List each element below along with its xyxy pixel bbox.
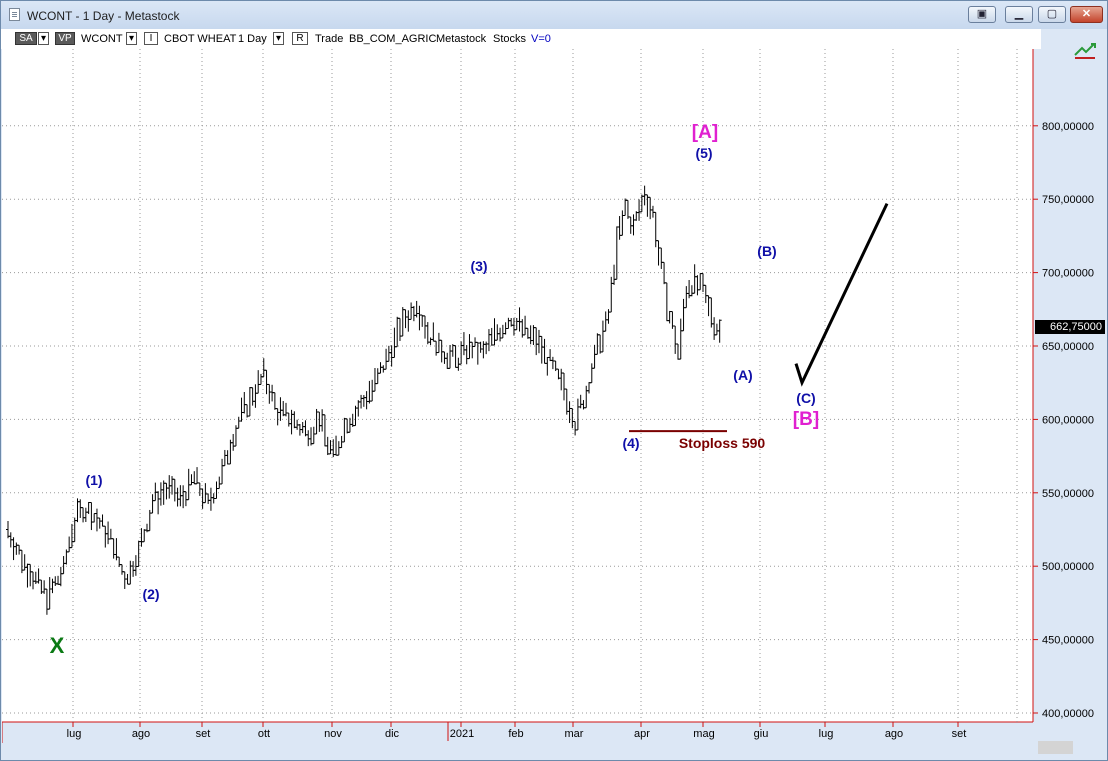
x-tick-label: nov [324, 728, 342, 740]
sa-button[interactable]: SA [15, 32, 37, 45]
security-name: CBOT WHEAT [164, 33, 237, 45]
wave-label: (5) [695, 145, 712, 161]
maximize-button[interactable]: ▢ [1038, 6, 1066, 23]
wave-label: (4) [622, 435, 639, 451]
y-tick-label: 400,00000 [1042, 708, 1094, 720]
period-dropdown[interactable]: ▾ [273, 32, 284, 45]
y-tick-label: 650,00000 [1042, 341, 1094, 353]
last-price-marker: 662,75000 [1035, 320, 1105, 334]
y-tick-label: 600,00000 [1042, 414, 1094, 426]
symbol-dropdown[interactable]: ▾ [126, 32, 137, 45]
category-label: Stocks [493, 33, 527, 45]
source-label: BB_COM_AGRIC [349, 33, 437, 45]
vp-button[interactable]: VP [55, 32, 75, 45]
wave-label: (A) [733, 367, 752, 383]
x-tick-label: mar [565, 728, 584, 740]
wave-label: (B) [757, 243, 776, 259]
x-tick-label: set [196, 728, 211, 740]
volume-label: V=0 [531, 33, 551, 45]
x-tick-label: feb [508, 728, 523, 740]
restore-icon[interactable]: ▣ [968, 6, 996, 23]
x-tick-label: ago [885, 728, 903, 740]
x-tick-label: mag [693, 728, 714, 740]
y-tick-label: 750,00000 [1042, 194, 1094, 206]
wave-label: (1) [85, 472, 102, 488]
x-tick-label: lug [67, 728, 82, 740]
price-chart[interactable]: 400,00000 450,00000 500,00000 550,00000 600,… [2, 29, 1106, 759]
x-tick-label: lug [819, 728, 834, 740]
y-tick-label: 700,00000 [1042, 268, 1094, 280]
trade-label[interactable]: Trade [315, 33, 344, 45]
symbol-label[interactable]: WCONT [81, 33, 123, 45]
horizontal-scrollbar-thumb[interactable] [1038, 741, 1073, 754]
wave-label: X [50, 633, 65, 658]
app-label: Metastock [436, 33, 487, 45]
ohlc-bar [717, 319, 722, 343]
x-tick-label: giu [754, 728, 769, 740]
y-tick-label: 500,00000 [1042, 561, 1094, 573]
wave-label: (2) [142, 586, 159, 602]
chevron-down-icon: ▾ [128, 33, 135, 44]
y-tick-label: 800,00000 [1042, 121, 1094, 133]
wave-label: (C) [796, 390, 815, 406]
wave-label: (3) [470, 258, 487, 274]
chevron-down-icon: ▾ [275, 33, 282, 44]
x-tick-label: ott [258, 728, 270, 740]
minimize-icon: ▁ [1014, 8, 1024, 20]
period-label[interactable]: 1 Day [238, 33, 267, 45]
y-tick-label: 450,00000 [1042, 635, 1094, 647]
x-tick-label: ago [132, 728, 150, 740]
x-tick-label: set [952, 728, 967, 740]
r-button[interactable]: R [292, 32, 308, 45]
trade-arrows-icon[interactable] [1073, 41, 1097, 61]
window-title: WCONT - 1 Day - Metastock [27, 9, 180, 23]
close-icon: ✕ [1081, 8, 1092, 20]
wave-label: [A] [692, 122, 718, 143]
x-tick-label: 2021 [450, 728, 474, 740]
chart-area[interactable]: 400,00000 450,00000 500,00000 550,00000 600,… [2, 29, 1106, 759]
chart-toolbar: SA ▾ VP WCONT ▾ I CBOT WHEAT 1 Day ▾ R T… [1, 29, 1041, 49]
minimize-button[interactable]: ▁ [1005, 6, 1033, 23]
indicator-button[interactable]: I [144, 32, 158, 45]
sa-dropdown[interactable]: ▾ [38, 32, 49, 45]
x-tick-label: apr [634, 728, 650, 740]
metastock-app-icon[interactable] [9, 8, 20, 21]
x-tick-label: dic [385, 728, 400, 740]
wave-label: [B] [793, 409, 819, 430]
y-tick-label: 550,00000 [1042, 488, 1094, 500]
stoploss-label: Stoploss 590 [679, 435, 766, 451]
projection-line [794, 202, 889, 387]
title-bar[interactable]: WCONT - 1 Day - Metastock ▣ ▁ ▢ ✕ [1, 1, 1107, 29]
maximize-icon: ▢ [1046, 8, 1058, 20]
plot-background [2, 29, 1033, 722]
close-button[interactable]: ✕ [1070, 6, 1103, 23]
ohlc-bars [6, 185, 722, 615]
chevron-down-icon: ▾ [40, 33, 47, 44]
